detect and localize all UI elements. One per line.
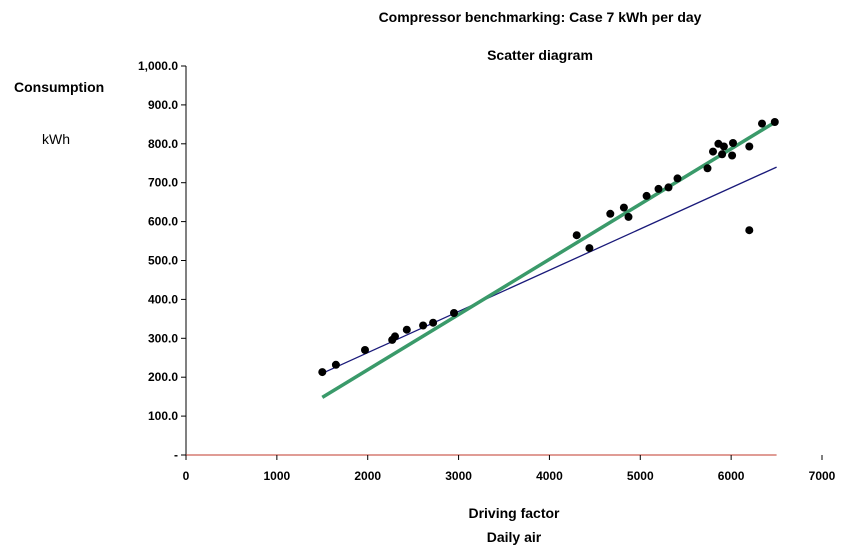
chart-subtitle: Scatter diagram <box>487 47 593 63</box>
x-tick-label: 7000 <box>809 469 836 483</box>
y-tick-label: 1,000.0 <box>138 59 178 73</box>
data-point <box>654 184 663 193</box>
x-tick-label: 5000 <box>627 469 654 483</box>
data-point <box>709 147 717 156</box>
data-point <box>606 209 615 218</box>
data-point <box>331 360 340 369</box>
y-tick-label: 200.0 <box>148 370 178 384</box>
data-point <box>585 244 594 253</box>
data-point <box>745 142 754 151</box>
data-point <box>419 321 428 330</box>
x-tick-label: 6000 <box>718 469 745 483</box>
axes: - 100.0 200.0 300.0 400.0 500.0 600.0 700.0 800.… <box>138 59 836 483</box>
y-axis-label: Consumption <box>14 79 105 95</box>
series-lines <box>321 119 778 399</box>
data-point <box>729 139 737 147</box>
y-tick-label: 700.0 <box>148 176 178 190</box>
chart-title: Compressor benchmarking: Case 7 kWh per … <box>378 9 702 25</box>
data-point <box>429 318 438 327</box>
data-points <box>318 118 779 377</box>
data-point <box>450 309 458 317</box>
y-tick-label: 100.0 <box>148 409 178 423</box>
y-tick-label: 800.0 <box>148 137 178 151</box>
data-point <box>572 231 581 240</box>
y-tick-label: 300.0 <box>148 331 178 345</box>
data-point <box>318 368 327 377</box>
y-tick-label: 500.0 <box>148 254 178 268</box>
data-point <box>673 174 682 183</box>
data-point <box>718 150 727 159</box>
data-point <box>402 325 411 334</box>
x-axis-sublabel: Daily air <box>486 529 542 545</box>
y-tick-label: - <box>174 448 178 462</box>
data-point <box>770 118 779 126</box>
y-tick-label: 900.0 <box>148 98 178 112</box>
x-tick-label: 1000 <box>264 469 291 483</box>
data-point <box>703 164 712 173</box>
data-point <box>758 119 766 128</box>
data-point <box>642 191 651 200</box>
target-line <box>321 119 778 399</box>
y-axis-unit: kWh <box>42 131 70 147</box>
data-point <box>728 151 737 160</box>
x-tick-label: 4000 <box>536 469 563 483</box>
data-point <box>624 212 633 221</box>
x-tick-label: 2000 <box>354 469 381 483</box>
data-point <box>361 346 369 354</box>
x-tick-label: 0 <box>183 469 190 483</box>
data-point <box>664 183 673 192</box>
x-axis-label: Driving factor <box>468 505 560 521</box>
y-tick-label: 600.0 <box>148 215 178 229</box>
data-point <box>391 332 399 341</box>
data-point <box>719 142 728 151</box>
data-point <box>619 203 628 212</box>
x-tick-label: 3000 <box>445 469 472 483</box>
y-tick-label: 400.0 <box>148 292 178 306</box>
data-point <box>745 226 754 235</box>
